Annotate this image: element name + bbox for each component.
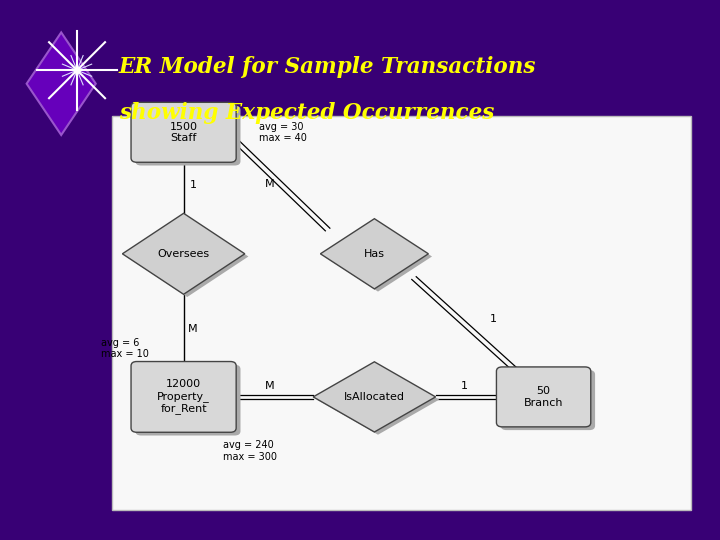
Text: M: M	[265, 179, 275, 188]
FancyBboxPatch shape	[135, 365, 240, 435]
Polygon shape	[27, 32, 96, 135]
Text: 12000
Property_
for_Rent: 12000 Property_ for_Rent	[157, 380, 210, 414]
Text: avg = 30
max = 40: avg = 30 max = 40	[259, 122, 307, 143]
FancyBboxPatch shape	[501, 370, 595, 430]
Text: Oversees: Oversees	[158, 249, 210, 259]
Text: 1500
Staff: 1500 Staff	[170, 122, 197, 143]
FancyBboxPatch shape	[112, 116, 691, 510]
Polygon shape	[324, 221, 432, 292]
Text: ER Model for Sample Transactions: ER Model for Sample Transactions	[119, 57, 536, 78]
Polygon shape	[313, 362, 436, 432]
Text: avg = 240
max = 300: avg = 240 max = 300	[223, 440, 277, 462]
Text: 1: 1	[490, 314, 497, 323]
Text: showing Expected Occurrences: showing Expected Occurrences	[119, 103, 494, 124]
FancyBboxPatch shape	[497, 367, 590, 427]
FancyBboxPatch shape	[135, 106, 240, 165]
Text: 1: 1	[461, 381, 468, 391]
Text: M: M	[188, 325, 198, 334]
Text: 1: 1	[189, 180, 197, 190]
Polygon shape	[317, 364, 439, 435]
Polygon shape	[122, 213, 245, 294]
Text: Has: Has	[364, 249, 385, 259]
Polygon shape	[126, 216, 248, 297]
Text: IsAllocated: IsAllocated	[344, 392, 405, 402]
Text: avg = 6
max = 10: avg = 6 max = 10	[101, 338, 148, 359]
Text: M: M	[265, 381, 275, 391]
Polygon shape	[320, 219, 428, 289]
FancyBboxPatch shape	[131, 102, 236, 162]
Text: 50
Branch: 50 Branch	[524, 386, 563, 408]
FancyBboxPatch shape	[131, 362, 236, 432]
